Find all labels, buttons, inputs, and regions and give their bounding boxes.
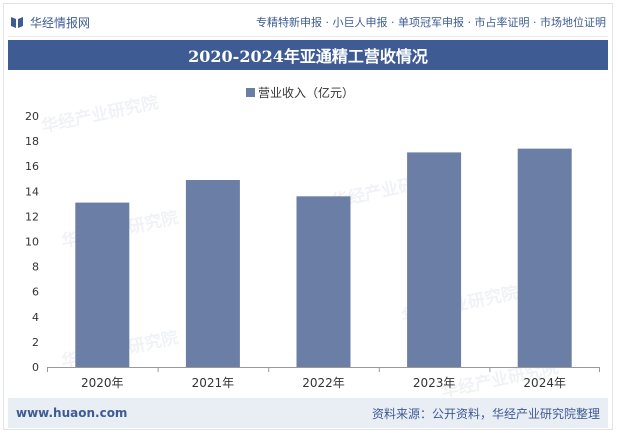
footer: www.huaon.com 资料来源：公开资料，华经产业研究院整理	[8, 398, 608, 428]
y-tick-label: 12	[25, 210, 39, 223]
y-tick-label: 0	[32, 361, 39, 374]
y-tick-label: 16	[25, 160, 39, 173]
legend-label: 营业收入（亿元）	[258, 85, 354, 100]
y-tick-label: 4	[32, 311, 39, 324]
legend-swatch	[246, 88, 255, 97]
bar	[517, 148, 572, 367]
y-tick-label: 20	[25, 110, 39, 123]
bar	[185, 180, 240, 367]
x-tick-label: 2022年	[302, 376, 345, 390]
y-tick-label: 6	[32, 286, 39, 299]
chart-title: 2020-2024年亚通精工营收情况	[188, 47, 428, 66]
chart-title-bar: 2020-2024年亚通精工营收情况	[8, 40, 608, 70]
y-tick-label: 14	[25, 185, 39, 198]
logo-icon	[11, 17, 23, 28]
brand-name: 华经情报网	[30, 15, 91, 30]
bar	[407, 152, 462, 367]
y-tick-label: 8	[32, 261, 39, 274]
y-tick-label: 10	[25, 236, 39, 249]
x-tick-label: 2023年	[413, 376, 456, 390]
bar	[296, 196, 351, 367]
footer-url[interactable]: www.huaon.com	[16, 406, 128, 420]
x-tick-label: 2021年	[192, 376, 235, 390]
y-tick-label: 18	[25, 135, 39, 148]
footer-source: 资料来源：公开资料，华经产业研究院整理	[371, 406, 600, 421]
x-tick-label: 2020年	[81, 376, 124, 390]
y-tick-label: 2	[32, 336, 39, 349]
x-tick-label: 2024年	[523, 376, 566, 390]
bar-chart: 营业收入（亿元） 0 2 4 6 8 10 12 14 16 18 20 2020年 2021年 2022年…	[25, 85, 600, 390]
brand[interactable]: 华经情报网	[8, 14, 90, 31]
tagline: 专精特新申报 · 小巨人申报 · 单项冠军申报 · 市占率证明 · 市场地位证明	[256, 16, 606, 29]
top-bar: 华经情报网 专精特新申报 · 小巨人申报 · 单项冠军申报 · 市占率证明 · …	[8, 8, 608, 37]
bar	[75, 202, 130, 367]
